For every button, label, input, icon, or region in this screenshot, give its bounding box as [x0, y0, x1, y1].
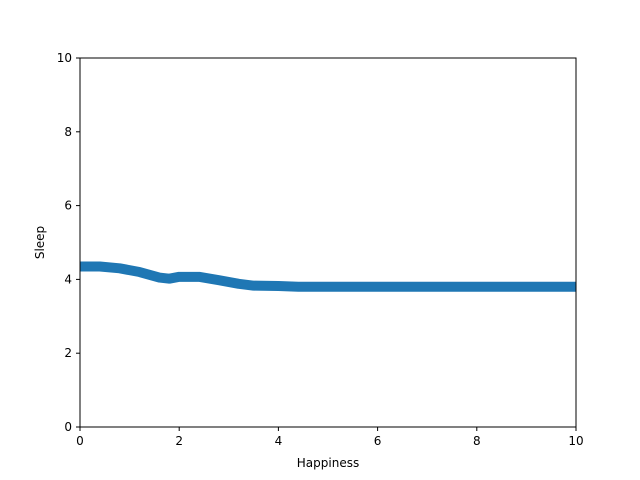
x-axis: 0 2 4 6 8 10 [76, 427, 584, 448]
y-tick-label: 4 [64, 272, 72, 286]
x-tick-label: 4 [275, 434, 283, 448]
x-tick-label: 10 [568, 434, 583, 448]
y-tick-label: 8 [64, 125, 72, 139]
y-axis-label: Sleep [33, 226, 47, 259]
x-tick-label: 0 [76, 434, 84, 448]
x-axis-label: Happiness [297, 456, 359, 470]
y-tick-label: 6 [64, 199, 72, 213]
y-axis: 0 2 4 6 8 10 [57, 51, 80, 434]
x-tick-label: 6 [374, 434, 382, 448]
x-tick-label: 2 [175, 434, 183, 448]
x-tick-label: 8 [473, 434, 481, 448]
plot-frame [79, 57, 577, 428]
y-tick-label: 2 [64, 346, 72, 360]
y-tick-label: 10 [57, 51, 72, 65]
series-line [80, 261, 576, 292]
series-layer [80, 261, 576, 292]
y-tick-label: 0 [64, 420, 72, 434]
